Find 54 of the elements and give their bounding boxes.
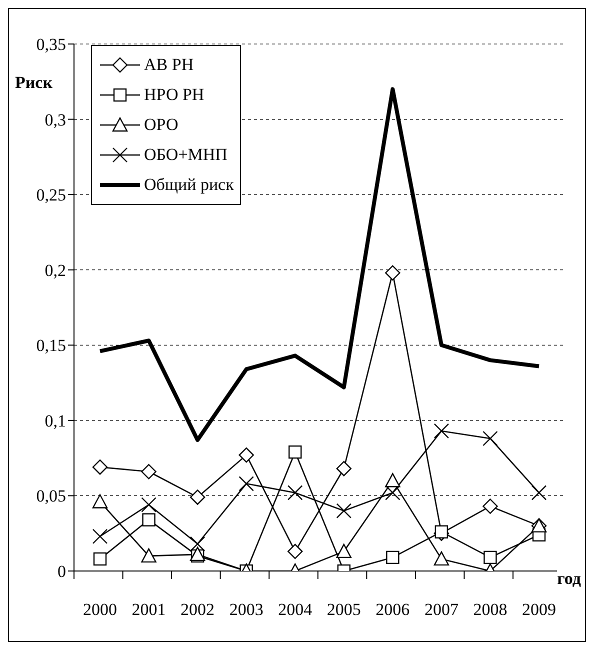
legend-label: ОРО <box>144 115 178 135</box>
point <box>142 513 156 526</box>
point <box>93 552 107 566</box>
point <box>434 525 448 538</box>
legend-label: АВ РН <box>144 55 194 75</box>
point <box>238 476 254 492</box>
x-tick-label: 2005 <box>326 600 361 620</box>
x-axis-title: год <box>557 569 581 589</box>
x-tick-label: 2009 <box>522 600 556 620</box>
x-tick-label: 2001 <box>132 600 166 620</box>
point <box>92 528 108 544</box>
point <box>531 485 547 500</box>
point <box>434 551 450 566</box>
y-tick-label: 0,25 <box>36 186 66 205</box>
point <box>190 490 206 505</box>
y-tick-label: 0,05 <box>36 486 66 506</box>
y-tick-label: 0,35 <box>36 35 66 54</box>
y-tick-label: 0,15 <box>36 336 66 356</box>
point <box>385 265 400 280</box>
point <box>385 473 400 488</box>
y-tick-label: 0 <box>58 562 66 582</box>
point <box>386 550 400 564</box>
point <box>336 503 352 518</box>
point <box>141 464 156 480</box>
y-tick-label: 0,1 <box>44 411 66 430</box>
x-tick-label: 2000 <box>83 600 117 620</box>
point <box>288 445 302 459</box>
y-axis-title: Риск <box>15 73 53 93</box>
point <box>288 544 303 560</box>
point <box>482 498 498 514</box>
x-tick-label: 2002 <box>180 600 215 620</box>
legend-label: НРО РН <box>144 85 204 105</box>
legend-label: Общий риск <box>144 175 234 195</box>
y-tick-label: 0,2 <box>44 260 66 280</box>
point <box>92 460 108 475</box>
point <box>190 536 206 552</box>
x-tick-label: 2008 <box>473 600 508 620</box>
point <box>141 497 156 512</box>
y-tick-label: 0,3 <box>44 110 66 130</box>
x-tick-label: 2007 <box>424 600 459 620</box>
point <box>484 550 497 564</box>
x-tick-label: 2006 <box>376 600 410 620</box>
point <box>238 447 254 463</box>
point <box>336 544 352 558</box>
point <box>141 548 156 563</box>
point <box>482 430 498 446</box>
point <box>336 461 352 476</box>
point <box>385 485 400 500</box>
x-tick-label: 2003 <box>229 600 264 620</box>
point <box>434 423 450 439</box>
x-tick-label: 2004 <box>278 600 313 620</box>
point <box>288 485 303 500</box>
point <box>92 494 108 508</box>
legend-label: ОБО+МНП <box>144 145 228 165</box>
